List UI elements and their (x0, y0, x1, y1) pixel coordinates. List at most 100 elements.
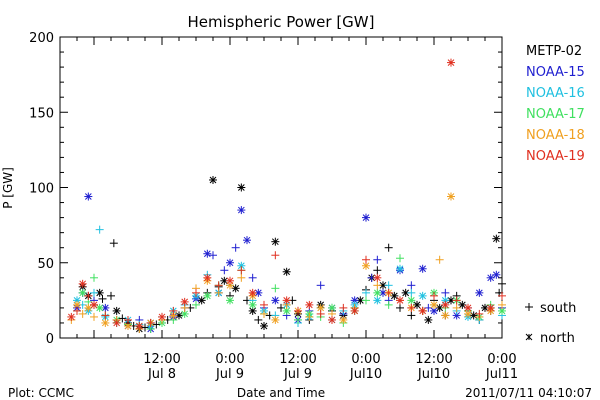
data-point-south (373, 255, 382, 264)
data-point-north (209, 175, 217, 184)
data-point-south (214, 288, 223, 297)
data-point-south (498, 291, 506, 300)
data-point-south (362, 288, 370, 297)
x-tick-label-date: Jul 8 (147, 367, 176, 382)
marker-legend-label: south (540, 301, 576, 316)
data-point-north (112, 318, 121, 327)
data-point-north (447, 58, 455, 67)
y-tick-label: 150 (29, 106, 54, 121)
data-point-north (248, 306, 257, 315)
data-point-north (78, 279, 87, 288)
legend-item-noaa-17: NOAA-17 (526, 107, 585, 122)
data-point-north (413, 300, 421, 309)
data-point-south (101, 311, 110, 320)
data-point-south (430, 291, 438, 300)
x-tick-label-time: 0:00 (487, 352, 516, 367)
data-point-south (452, 303, 461, 312)
data-point-south (214, 281, 223, 290)
data-point-south (192, 288, 200, 297)
data-point-south (271, 251, 280, 260)
data-point-south (373, 266, 382, 275)
data-point-north (469, 311, 478, 320)
data-point-north (226, 258, 234, 267)
data-point-north (464, 303, 472, 312)
data-point-north (441, 311, 450, 320)
data-point-north (95, 303, 104, 312)
data-point-south (424, 303, 433, 312)
x-tick-label-date: Jul 9 (283, 367, 312, 382)
data-point-south (169, 306, 178, 315)
data-point-north (492, 270, 501, 279)
data-point-north (418, 264, 427, 273)
data-point-south (384, 300, 393, 309)
data-point-north (424, 315, 433, 324)
legend-item-noaa-15: NOAA-15 (526, 65, 585, 80)
data-point-south (373, 281, 382, 290)
data-point-north (373, 273, 382, 282)
marker-legend-label: north (540, 331, 575, 346)
data-point-north (158, 312, 166, 321)
data-point-north (486, 273, 495, 282)
data-point-south (316, 309, 325, 318)
y-tick-label: 100 (29, 182, 54, 197)
data-point-south (220, 266, 229, 275)
legend-item-noaa-16: NOAA-16 (526, 86, 585, 101)
data-point-north (418, 291, 427, 300)
data-point-south (396, 254, 404, 263)
data-point-south (95, 225, 104, 234)
data-point-south (90, 312, 98, 321)
data-point-south (396, 303, 404, 312)
data-point-north (231, 284, 240, 293)
data-point-south (305, 312, 314, 321)
data-point-south (294, 315, 302, 324)
data-point-north (430, 306, 438, 315)
x-tick-label-date: Jul11 (485, 367, 518, 382)
x-tick-label-date: Jul10 (349, 367, 382, 382)
data-point-north (282, 267, 291, 276)
x-tick-label-time: 0:00 (215, 352, 244, 367)
data-point-north (418, 306, 427, 315)
data-point-north (67, 312, 76, 321)
data-point-north (373, 296, 382, 305)
data-point-south (192, 300, 200, 309)
data-point-north (226, 296, 234, 305)
data-point-south (90, 288, 98, 297)
data-point-north (447, 192, 455, 201)
footer-credit: Plot: CCMC (8, 386, 74, 400)
data-point-south (152, 320, 161, 329)
legend-item-noaa-18: NOAA-18 (526, 128, 585, 143)
data-point-north (475, 288, 484, 297)
data-point-north (169, 311, 178, 320)
data-point-south (146, 318, 155, 327)
data-point-north (84, 303, 93, 312)
data-point-south (73, 306, 81, 315)
data-point-south (141, 323, 149, 332)
data-point-north (396, 296, 404, 305)
data-point-south (271, 284, 280, 293)
data-point-north (84, 192, 93, 201)
data-point-south (339, 303, 348, 312)
data-point-south (407, 288, 416, 297)
north-marker-icon (525, 333, 533, 341)
data-point-south (277, 303, 285, 312)
data-point-north (373, 288, 382, 297)
data-point-north (328, 315, 336, 324)
data-point-north (271, 296, 280, 305)
data-point-south (124, 315, 132, 324)
data-point-north (237, 261, 246, 270)
data-point-south (435, 255, 444, 264)
legend: METP-02 NOAA-15 NOAA-16 NOAA-17 NOAA-18 NOAA-… (526, 44, 585, 164)
data-point-south (316, 281, 325, 290)
data-point-north (226, 276, 234, 285)
data-point-south (407, 311, 416, 320)
x-tick-label-time: 12:00 (143, 352, 180, 367)
data-point-north (180, 297, 189, 306)
data-point-south (498, 279, 506, 288)
x-tick-label-time: 0:00 (351, 352, 380, 367)
data-point-north (396, 264, 404, 273)
x-tick-label-date: Jul 9 (215, 367, 244, 382)
data-point-north (203, 273, 212, 282)
data-point-south (209, 251, 217, 260)
data-point-south (498, 300, 506, 309)
data-point-south (237, 273, 246, 282)
